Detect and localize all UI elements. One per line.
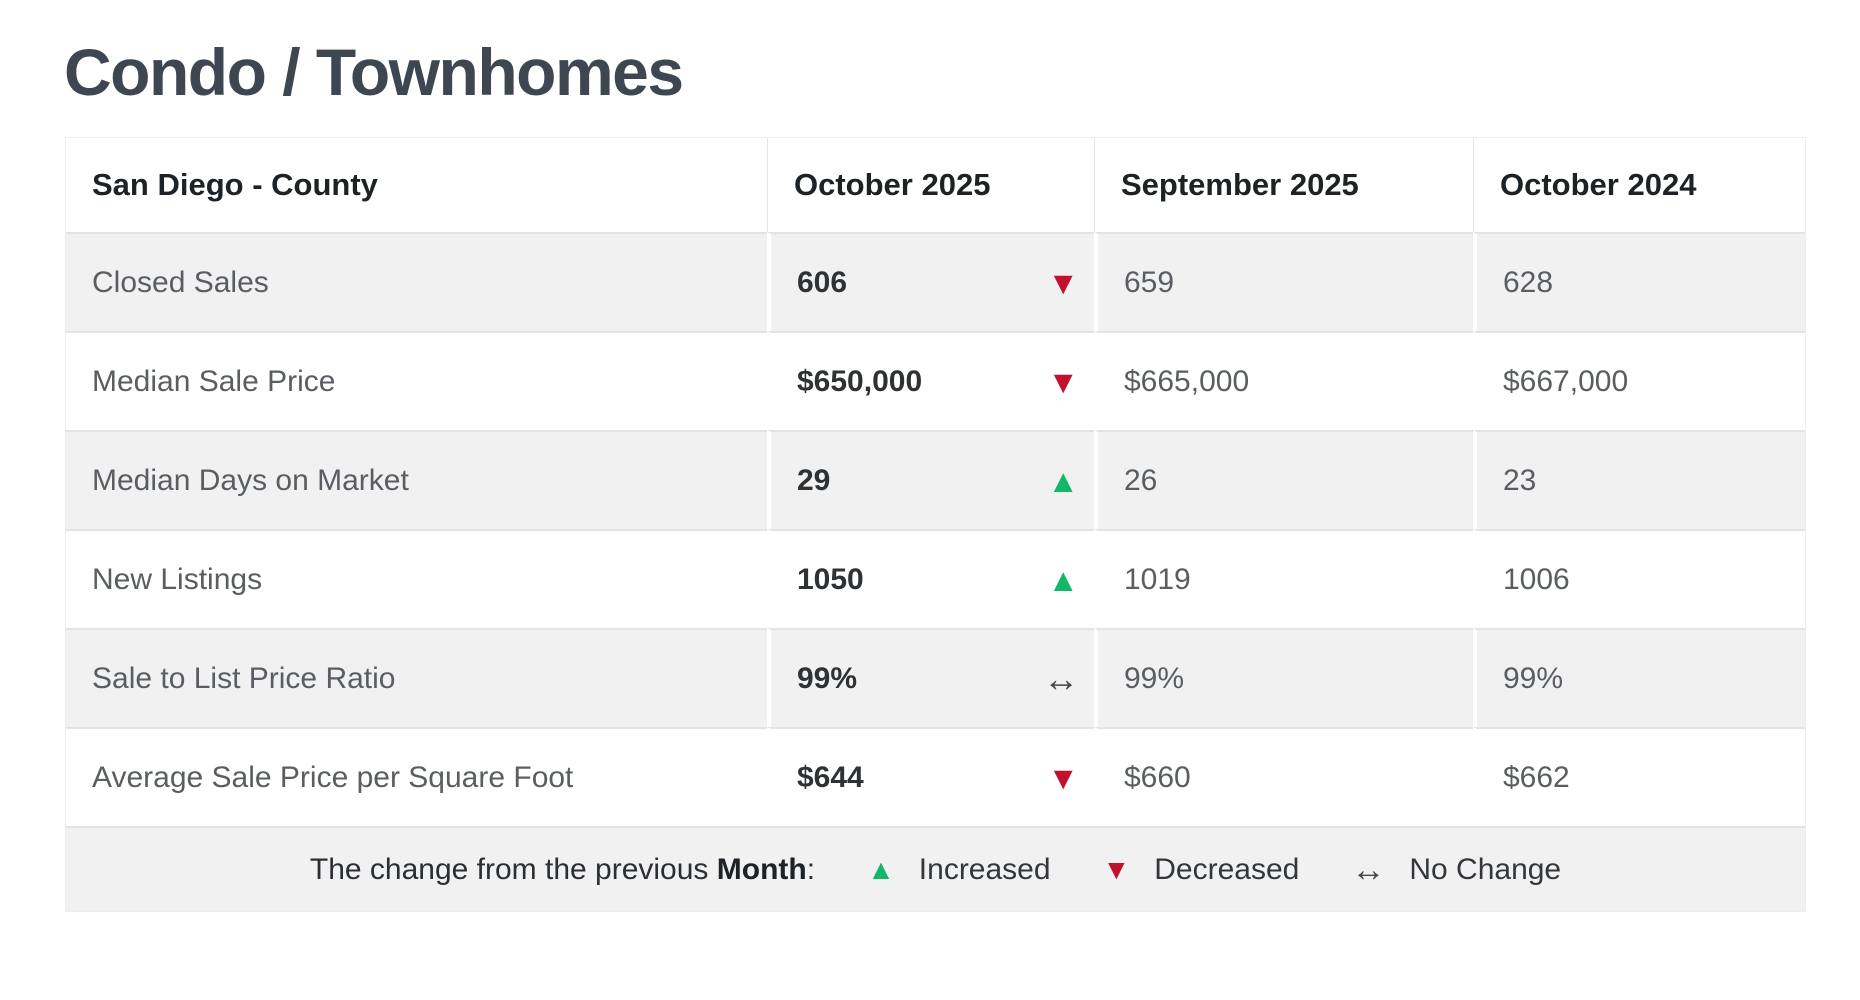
column-header-september-2025: September 2025 bbox=[1094, 138, 1473, 232]
current-value: 29 bbox=[797, 463, 831, 497]
legend-colon: : bbox=[806, 852, 816, 886]
market-stats-table: San Diego - County October 2025 Septembe… bbox=[65, 137, 1806, 912]
previous-month-value: 659 bbox=[1094, 232, 1473, 331]
previous-year-value: 628 bbox=[1473, 232, 1805, 331]
previous-month-value: 99% bbox=[1094, 628, 1473, 727]
previous-month-value: $660 bbox=[1094, 727, 1473, 826]
metric-label: Closed Sales bbox=[66, 232, 767, 331]
increased-icon: ▲ bbox=[1047, 561, 1079, 598]
legend-sentence: The change from the previous Month: bbox=[310, 853, 815, 887]
current-value: 1050 bbox=[797, 562, 864, 596]
current-value: $644 bbox=[797, 760, 864, 794]
table-row-closed-sales: Closed Sales 606 ▼ 659 628 bbox=[66, 232, 1805, 331]
current-month-cell: $650,000 ▼ bbox=[767, 331, 1094, 430]
table-row-median-days-on-market: Median Days on Market 29 ▲ 26 23 bbox=[66, 430, 1805, 529]
previous-month-value: 1019 bbox=[1094, 529, 1473, 628]
legend-item-no-change: ↔ No Change bbox=[1351, 853, 1561, 887]
table-row-median-sale-price: Median Sale Price $650,000 ▼ $665,000 $6… bbox=[66, 331, 1805, 430]
column-header-october-2024: October 2024 bbox=[1473, 138, 1805, 232]
decreased-icon: ▼ bbox=[1047, 264, 1079, 301]
legend-prefix: The change from the previous bbox=[309, 852, 717, 886]
decreased-icon: ▼ bbox=[1102, 853, 1131, 885]
change-legend: The change from the previous Month: ▲ In… bbox=[66, 853, 1805, 887]
table-row-avg-sale-price-per-sqft: Average Sale Price per Square Foot $644 … bbox=[66, 727, 1805, 826]
previous-year-value: 1006 bbox=[1473, 529, 1805, 628]
legend-no-change-label: No Change bbox=[1409, 852, 1562, 886]
current-month-cell: 606 ▼ bbox=[767, 232, 1094, 331]
metric-label: Median Sale Price bbox=[66, 331, 767, 430]
page-title: Condo / Townhomes bbox=[64, 35, 684, 109]
legend-row: The change from the previous Month: ▲ In… bbox=[66, 826, 1805, 911]
current-value: 99% bbox=[797, 661, 858, 695]
current-month-cell: 29 ▲ bbox=[767, 430, 1094, 529]
previous-year-value: 99% bbox=[1473, 628, 1805, 727]
metric-label: Average Sale Price per Square Foot bbox=[66, 727, 767, 826]
legend-cell: The change from the previous Month: ▲ In… bbox=[66, 826, 1805, 911]
table-row-new-listings: New Listings 1050 ▲ 1019 1006 bbox=[66, 529, 1805, 628]
legend-item-increased: ▲ Increased bbox=[867, 853, 1050, 887]
legend-item-decreased: ▼ Decreased bbox=[1103, 853, 1300, 887]
previous-year-value: $662 bbox=[1473, 727, 1805, 826]
table-header-row: San Diego - County October 2025 Septembe… bbox=[66, 138, 1805, 232]
metric-label: Median Days on Market bbox=[66, 430, 767, 529]
market-stats-table-container: San Diego - County October 2025 Septembe… bbox=[65, 137, 1806, 912]
legend-increased-label: Increased bbox=[918, 852, 1051, 886]
current-value: $650,000 bbox=[797, 364, 923, 398]
previous-year-value: $667,000 bbox=[1473, 331, 1805, 430]
previous-year-value: 23 bbox=[1473, 430, 1805, 529]
legend-period: Month bbox=[716, 852, 807, 886]
no-change-icon: ↔ bbox=[1351, 850, 1386, 889]
decreased-icon: ▼ bbox=[1047, 363, 1079, 400]
current-month-cell: 1050 ▲ bbox=[767, 529, 1094, 628]
legend-decreased-label: Decreased bbox=[1154, 852, 1300, 886]
current-month-cell: $644 ▼ bbox=[767, 727, 1094, 826]
previous-month-value: $665,000 bbox=[1094, 331, 1473, 430]
increased-icon: ▲ bbox=[1047, 462, 1079, 499]
no-change-icon: ↔ bbox=[1043, 657, 1079, 699]
column-header-october-2025: October 2025 bbox=[767, 138, 1094, 232]
metric-label: Sale to List Price Ratio bbox=[66, 628, 767, 727]
table-row-sale-to-list-price-ratio: Sale to List Price Ratio 99% ↔ 99% 99% bbox=[66, 628, 1805, 727]
increased-icon: ▲ bbox=[867, 853, 895, 885]
decreased-icon: ▼ bbox=[1047, 759, 1079, 796]
region-header-cell: San Diego - County bbox=[66, 138, 767, 232]
previous-month-value: 26 bbox=[1094, 430, 1473, 529]
metric-label: New Listings bbox=[66, 529, 767, 628]
current-value: 606 bbox=[797, 265, 848, 299]
current-month-cell: 99% ↔ bbox=[767, 628, 1094, 727]
